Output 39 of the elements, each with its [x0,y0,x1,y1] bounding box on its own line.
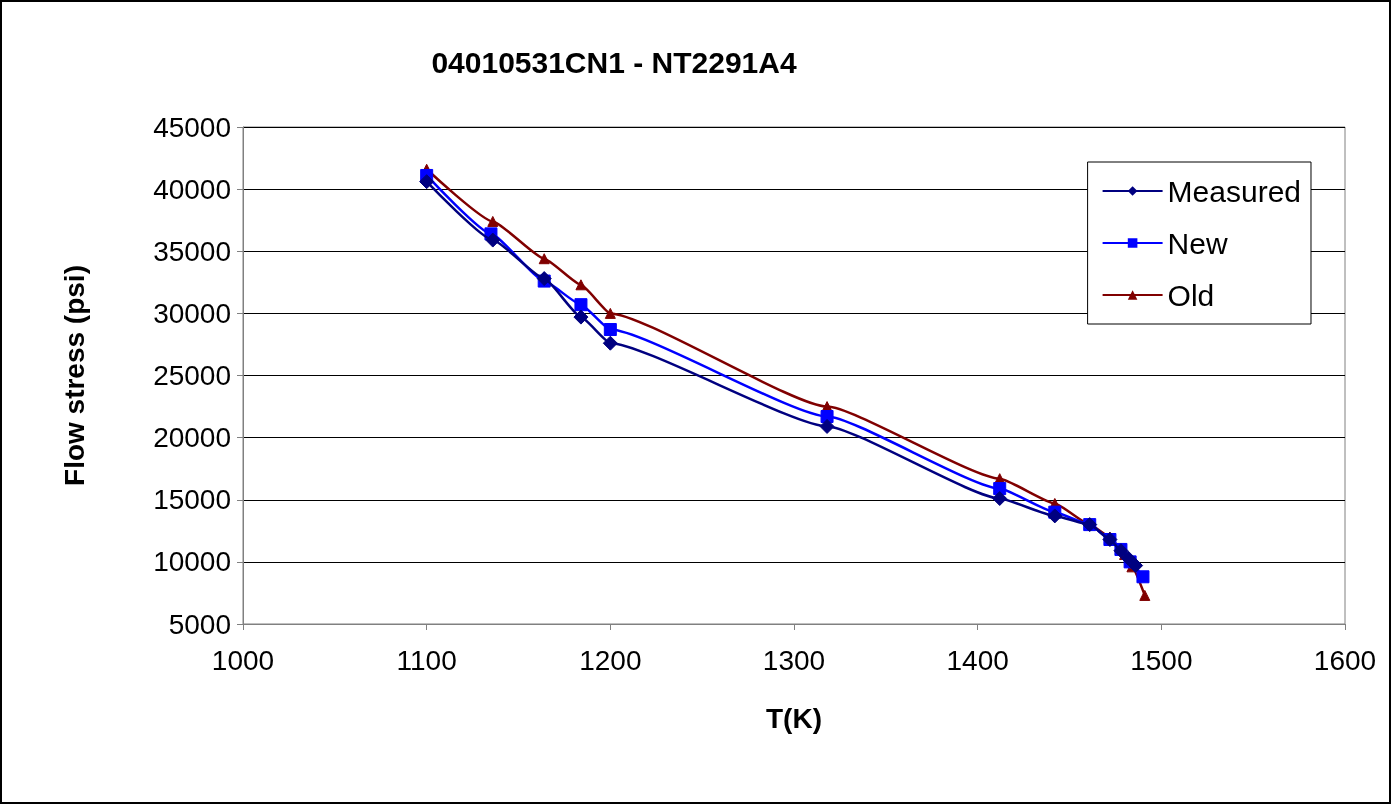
chart-title: 04010531CN1 - NT2291A4 [431,45,797,79]
point [575,279,587,291]
x-tick-label: 1400 [946,644,1009,676]
legend-label: New [1167,226,1228,260]
point [1047,508,1063,524]
point [574,298,588,312]
y-tick-label: 45000 [153,111,231,143]
x-tick-label: 1200 [579,644,642,676]
point [992,491,1008,507]
x-tick-label: 1000 [211,644,275,676]
y-tick-label: 30000 [153,297,231,329]
y-tick-label: 25000 [153,360,231,391]
legend-label: Old [1167,278,1215,312]
y-tick-label: 20000 [153,422,231,454]
point [604,307,616,319]
x-tick-label: 1600 [1313,644,1377,676]
point [538,253,550,265]
point [487,215,499,227]
y-tick-label: 10000 [153,546,231,578]
y-tick-label: 15000 [153,484,231,516]
point [603,323,617,337]
point [573,309,589,325]
point [1128,558,1144,574]
x-axis-title: T(K) [766,702,822,734]
x-tick-label: 1500 [1130,644,1193,676]
point [819,418,835,434]
legend-label: Measured [1167,174,1301,208]
point [419,174,435,190]
x-tick-label: 1100 [396,644,457,676]
x-tick-label: 1300 [762,644,826,676]
point [1139,589,1151,601]
y-tick-label: 40000 [153,173,231,205]
y-axis-title: Flow stress (psi) [58,265,90,486]
point [602,335,618,351]
point [1120,550,1136,566]
y-tick-label: 35000 [153,235,231,267]
point [485,232,501,248]
y-tick-label: 5000 [168,608,231,640]
point [1136,570,1150,584]
